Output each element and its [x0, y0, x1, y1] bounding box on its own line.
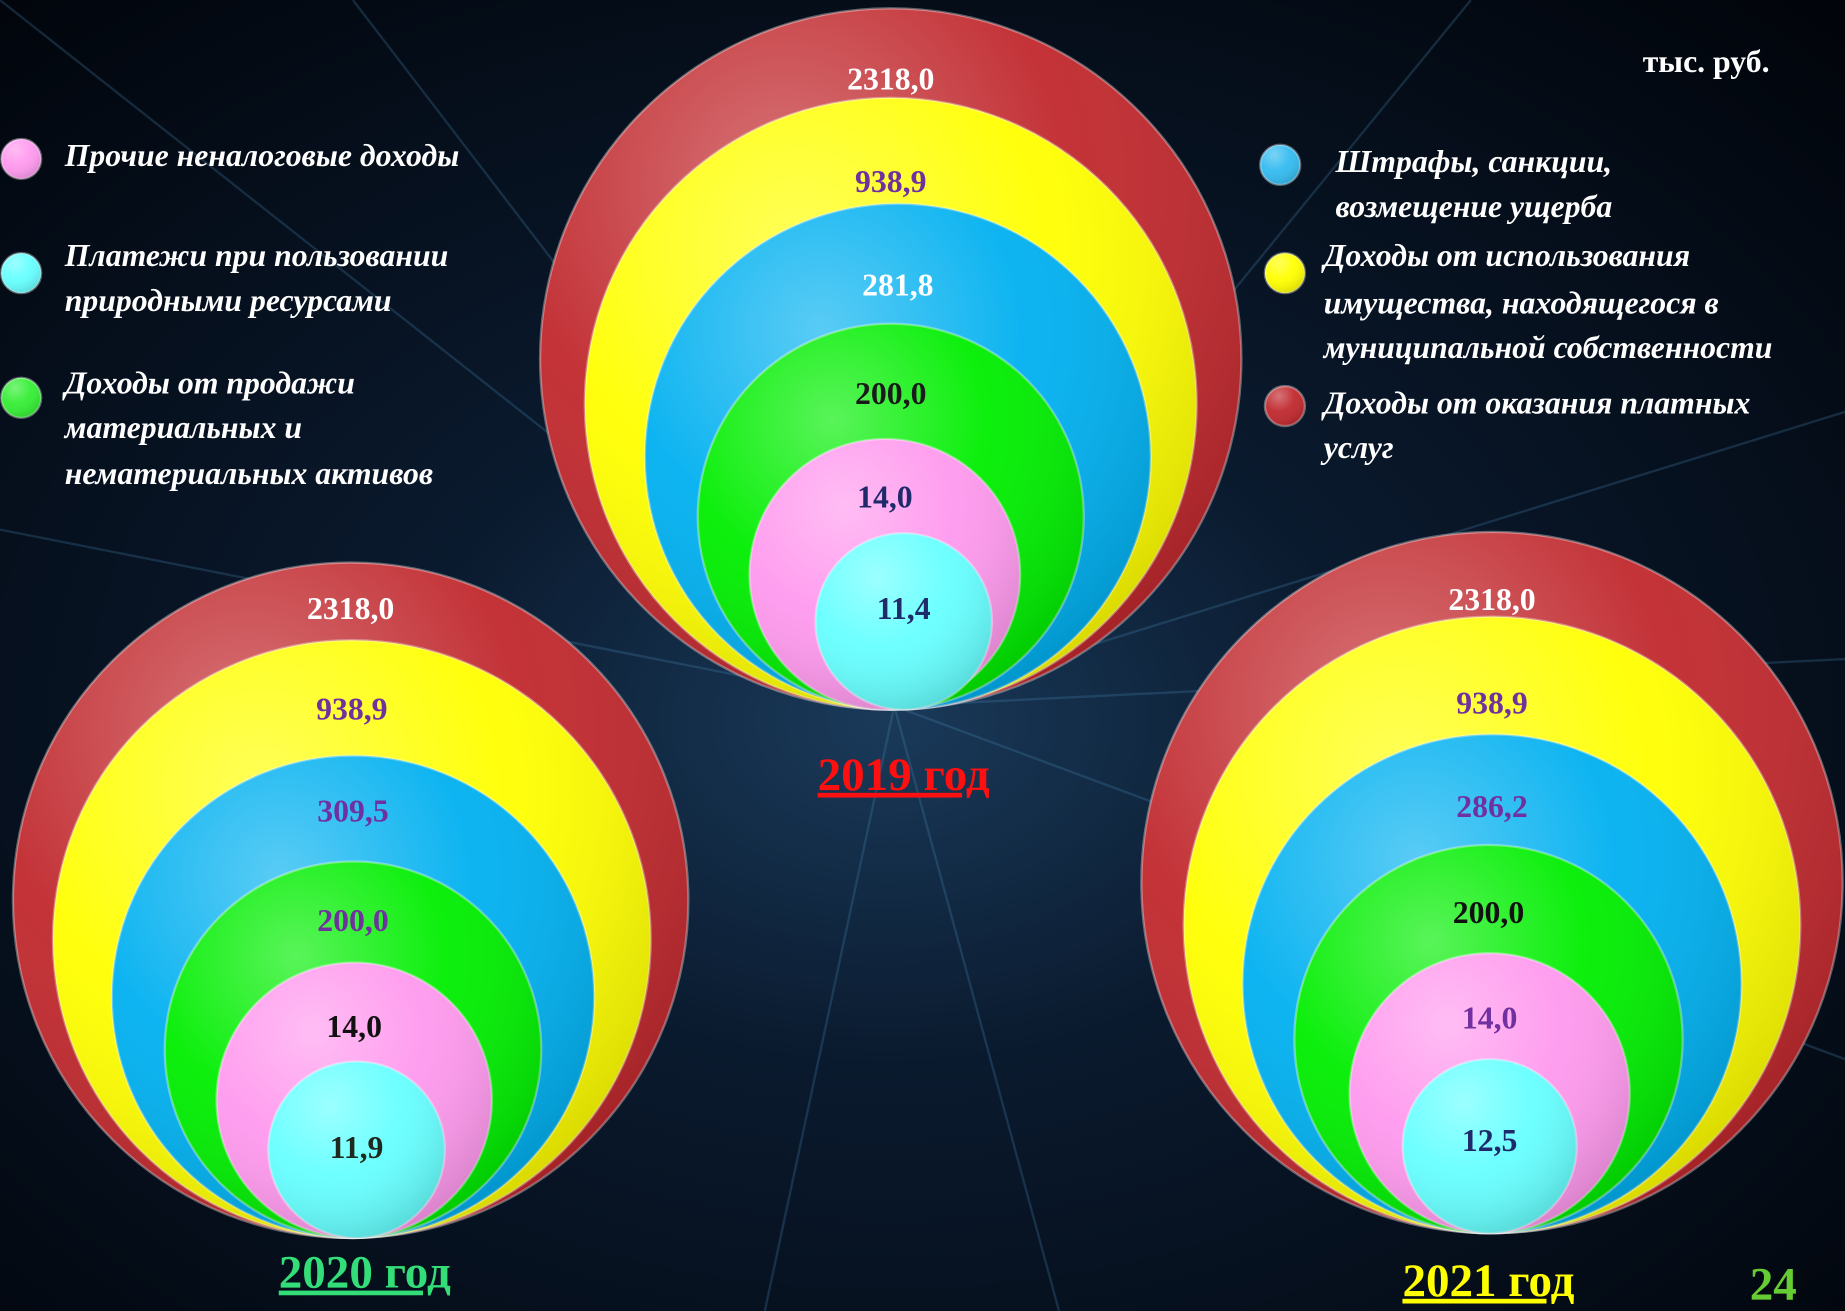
- legend-marker-gloss: [1, 378, 41, 418]
- ring-label: 286,2: [1456, 789, 1527, 824]
- ring-label: 2318,0: [307, 591, 394, 626]
- legend-label: Доходы от продажи: [62, 365, 355, 400]
- page-number: 24: [1750, 1258, 1797, 1310]
- year-label: 2020 год: [279, 1247, 451, 1299]
- ring-label: 309,5: [317, 794, 388, 829]
- ring-label: 200,0: [317, 903, 388, 938]
- legend-label: имущества, находящегося в: [1324, 285, 1719, 320]
- legend-label: материальных и: [63, 410, 302, 445]
- ring-label: 2318,0: [847, 62, 934, 97]
- legend-marker-gloss: [1, 139, 41, 179]
- legend-marker-gloss: [1, 253, 41, 293]
- legend-label: муниципальной собственности: [1322, 330, 1773, 365]
- slide: тыс. руб. 24 Прочие неналоговые доходы Пл…: [0, 0, 1845, 1311]
- legend-label: Платежи при пользовании: [64, 238, 449, 273]
- ring-label: 281,8: [862, 268, 933, 303]
- ring-label: 14,0: [1462, 1001, 1518, 1036]
- legend-label: возмещение ущерба: [1336, 189, 1613, 224]
- ring-label: 200,0: [855, 376, 926, 411]
- ring-label: 938,9: [855, 164, 926, 199]
- legend-label: Доходы от использования: [1321, 238, 1690, 273]
- ring-label: 12,5: [1462, 1123, 1518, 1158]
- ring-label: 938,9: [316, 691, 387, 726]
- year-label: 2021 год: [1402, 1255, 1574, 1307]
- ring-label: 11,4: [877, 591, 931, 626]
- legend-label: природными ресурсами: [65, 283, 392, 318]
- ring-label: 2318,0: [1448, 582, 1535, 617]
- ring-label: 11,9: [330, 1130, 384, 1165]
- legend-marker-gloss: [1260, 145, 1300, 185]
- unit: тыс. руб.: [1643, 44, 1770, 79]
- legend-marker-gloss: [1265, 386, 1305, 426]
- legend-label: Прочие неналоговые доходы: [64, 138, 460, 173]
- legend-label: услуг: [1320, 430, 1394, 465]
- ring-label: 14,0: [857, 479, 913, 514]
- ring-label: 200,0: [1453, 895, 1524, 930]
- ring-label: 938,9: [1456, 685, 1527, 720]
- ring-label: 14,0: [326, 1009, 382, 1044]
- page: тыс. руб. 24 Прочие неналоговые доходы Пл…: [0, 0, 1845, 1311]
- legend-label: нематериальных активов: [65, 456, 433, 491]
- year-label: 2019 год: [818, 749, 990, 801]
- legend-marker-gloss: [1265, 253, 1305, 293]
- legend-label: Доходы от оказания платных: [1321, 385, 1751, 420]
- legend-label: Штрафы, санкции,: [1335, 144, 1613, 179]
